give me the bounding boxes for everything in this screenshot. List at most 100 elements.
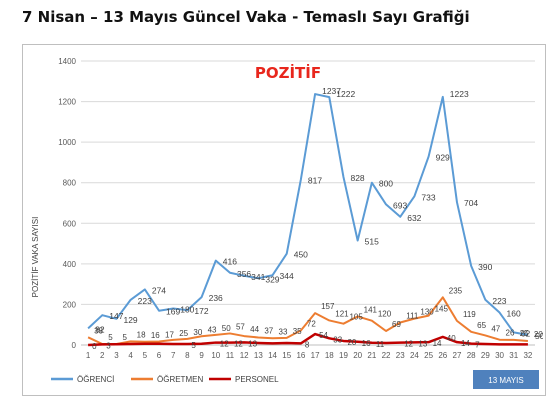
legend-label: ÖĞRETMEN (157, 375, 203, 384)
data-label: 828 (350, 173, 364, 183)
data-label: 390 (478, 262, 492, 272)
data-label: 111 (406, 311, 419, 320)
data-label: 119 (463, 310, 476, 319)
data-label: 62 (521, 328, 531, 338)
data-label: 13 (418, 339, 427, 348)
data-label: 274 (152, 285, 166, 295)
x-tick-label: 6 (157, 351, 162, 360)
x-tick-label: 15 (282, 351, 291, 360)
x-tick-label: 10 (211, 351, 220, 360)
data-label: 16 (362, 339, 371, 348)
x-tick-label: 32 (523, 351, 532, 360)
y-tick-label: 0 (72, 341, 77, 350)
data-label: 235 (449, 286, 463, 295)
data-label: 33 (333, 335, 342, 344)
data-label: 5 (108, 333, 113, 342)
data-label: 25 (179, 329, 188, 338)
series-lines (87, 93, 529, 347)
data-label: 72 (307, 319, 316, 328)
data-label: 25 (520, 329, 529, 338)
data-label: 8 (305, 340, 310, 349)
data-label: 129 (123, 315, 137, 325)
data-label: 5 (191, 341, 196, 350)
data-label: 341 (251, 272, 265, 282)
data-label: 416 (223, 257, 237, 267)
x-tick-label: 21 (367, 351, 376, 360)
date-badge-label: 13 MAYIS (488, 376, 523, 385)
data-label: 515 (365, 237, 379, 247)
legend-label: PERSONEL (235, 375, 279, 384)
data-label: 47 (491, 324, 500, 333)
data-label: 50 (535, 331, 543, 341)
x-tick-label: 8 (185, 351, 190, 360)
x-tick-label: 5 (143, 351, 148, 360)
data-label: 0 (92, 342, 97, 351)
data-label: 44 (250, 325, 259, 334)
data-label: 223 (492, 296, 506, 306)
x-tick-label: 28 (467, 351, 476, 360)
x-tick-label: 25 (424, 351, 433, 360)
chart-title: POZİTİF (255, 63, 321, 82)
data-label: 50 (222, 324, 231, 333)
data-label: 180 (180, 304, 194, 314)
data-label: 57 (236, 322, 245, 331)
x-tick-label: 2 (100, 351, 105, 360)
data-label: 38 (94, 326, 103, 335)
x-tick-label: 4 (128, 351, 133, 360)
x-tick-label: 18 (325, 351, 334, 360)
data-label: 172 (194, 306, 208, 316)
data-label: 30 (193, 328, 202, 337)
data-label: 40 (447, 334, 456, 343)
data-label: 929 (436, 153, 450, 163)
data-label: 20 (347, 338, 356, 347)
data-label: 817 (308, 175, 322, 185)
data-label: 20 (534, 330, 543, 339)
page-title: 7 Nisan – 13 Mayıs Güncel Vaka - Temaslı… (22, 8, 470, 26)
series-line-3 (88, 332, 528, 347)
data-label: 120 (378, 310, 392, 319)
legend-label: ÖĞRENCİ (77, 375, 114, 384)
y-tick-label: 200 (63, 300, 77, 309)
x-tick-label: 14 (268, 351, 277, 360)
x-tick-label: 7 (171, 351, 176, 360)
x-tick-label: 26 (438, 351, 447, 360)
y-tick-label: 800 (63, 179, 77, 188)
series-line-1 (87, 93, 529, 336)
legend: ÖĞRENCİ ÖĞRETMEN PERSONEL (51, 375, 279, 384)
y-tick-label: 600 (63, 219, 77, 228)
data-label: 1222 (336, 89, 355, 99)
x-tick-label: 9 (199, 351, 204, 360)
y-axis-title: POZİTİF VAKA SAYISI (31, 217, 40, 298)
data-label: 14 (461, 339, 470, 348)
data-label: 105 (349, 313, 363, 322)
data-label: 54 (319, 331, 328, 340)
x-tick-label: 29 (481, 351, 490, 360)
data-label: 693 (393, 200, 407, 210)
x-tick-label: 13 (254, 351, 263, 360)
data-label: 632 (407, 213, 421, 223)
data-label: 450 (294, 250, 308, 260)
data-label: 7 (475, 341, 480, 350)
data-label: 12 (220, 340, 229, 349)
x-tick-label: 17 (311, 351, 320, 360)
data-label: 11 (376, 340, 385, 349)
y-tick-label: 1200 (58, 98, 76, 107)
data-label: 65 (477, 321, 486, 330)
data-label: 18 (137, 330, 146, 339)
data-label: 157 (321, 302, 335, 311)
data-label: 5 (122, 333, 127, 342)
series-line-2 (87, 296, 528, 345)
y-tick-label: 1400 (58, 57, 76, 66)
date-badge-box (473, 370, 539, 389)
data-label: 12 (234, 340, 243, 349)
y-tick-label: 1000 (58, 138, 76, 147)
data-label: 160 (507, 309, 521, 319)
data-label: 14 (433, 339, 442, 348)
x-tick-label: 12 (240, 351, 249, 360)
data-label: 1223 (450, 89, 469, 99)
data-label: 344 (280, 271, 294, 281)
data-label: 3 (106, 341, 111, 350)
x-tick-label: 11 (226, 351, 235, 360)
